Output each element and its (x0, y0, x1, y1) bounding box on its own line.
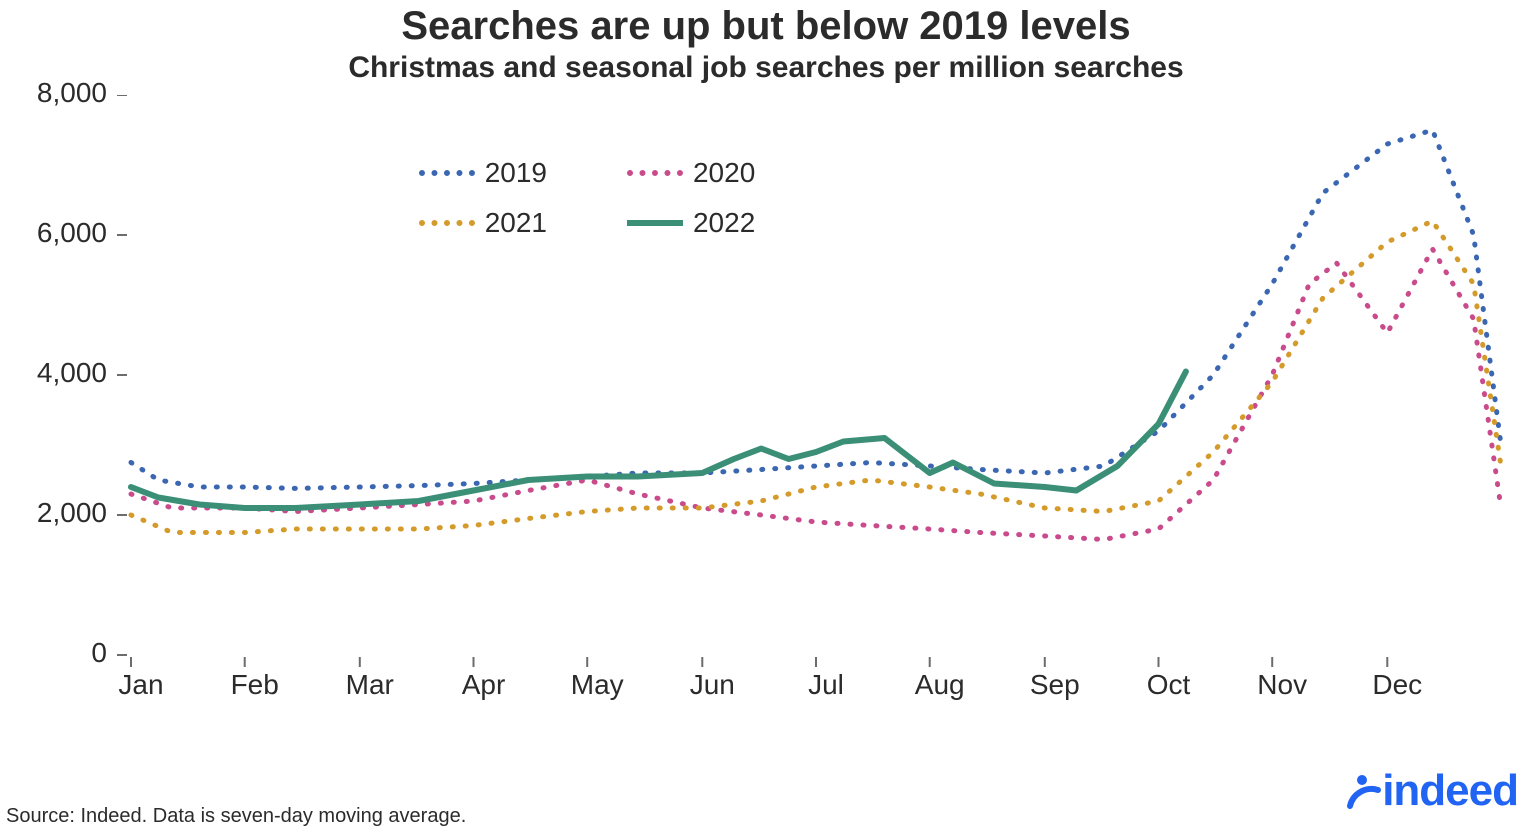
x-axis-tick-label: Jul (776, 669, 876, 701)
series-line-2022 (131, 372, 1186, 509)
legend-label: 2021 (485, 207, 547, 239)
chart-subtitle: Christmas and seasonal job searches per … (0, 51, 1532, 85)
legend-swatch (627, 220, 683, 226)
legend-item-2020: 2020 (627, 157, 755, 189)
legend-label: 2022 (693, 207, 755, 239)
x-axis-tick-label: Mar (320, 669, 420, 701)
x-axis-tick-label: May (547, 669, 647, 701)
legend-swatch (627, 170, 683, 176)
x-axis-tick-label: Aug (890, 669, 990, 701)
legend-item-2022: 2022 (627, 207, 755, 239)
y-axis-tick-label: 2,000 (11, 497, 107, 529)
brand-arc-icon (1344, 766, 1382, 816)
chart-area: 2019202020212022 02,0004,0006,0008,000Ja… (11, 95, 1521, 725)
x-axis-tick-label: Dec (1347, 669, 1447, 701)
legend-swatch (419, 220, 475, 226)
chart-title: Searches are up but below 2019 levels (0, 4, 1532, 49)
x-axis-tick-label: Jun (662, 669, 762, 701)
legend-item-2021: 2021 (419, 207, 547, 239)
brand-logo: indeed (1344, 766, 1518, 816)
chart-source-note: Source: Indeed. Data is seven-day moving… (6, 805, 466, 828)
x-axis-tick-label: Apr (434, 669, 534, 701)
legend-label: 2019 (485, 157, 547, 189)
chart-legend: 2019 2020 2021 2022 (419, 157, 756, 239)
x-axis-tick-label: Jan (91, 669, 191, 701)
series-line-2020 (131, 249, 1501, 540)
x-axis-tick-label: Feb (205, 669, 305, 701)
x-axis-tick-label: Sep (1005, 669, 1105, 701)
series-line-2021 (131, 221, 1501, 533)
legend-swatch (419, 170, 475, 176)
y-axis-tick-label: 6,000 (11, 217, 107, 249)
line-chart-svg (11, 95, 1521, 725)
y-axis-tick-label: 8,000 (11, 77, 107, 109)
legend-item-2019: 2019 (419, 157, 547, 189)
y-axis-tick-label: 0 (11, 637, 107, 669)
legend-label: 2020 (693, 157, 755, 189)
x-axis-tick-label: Nov (1232, 669, 1332, 701)
series-line-2019 (131, 130, 1501, 488)
brand-wordmark: indeed (1382, 766, 1518, 816)
y-axis-tick-label: 4,000 (11, 357, 107, 389)
x-axis-tick-label: Oct (1119, 669, 1219, 701)
